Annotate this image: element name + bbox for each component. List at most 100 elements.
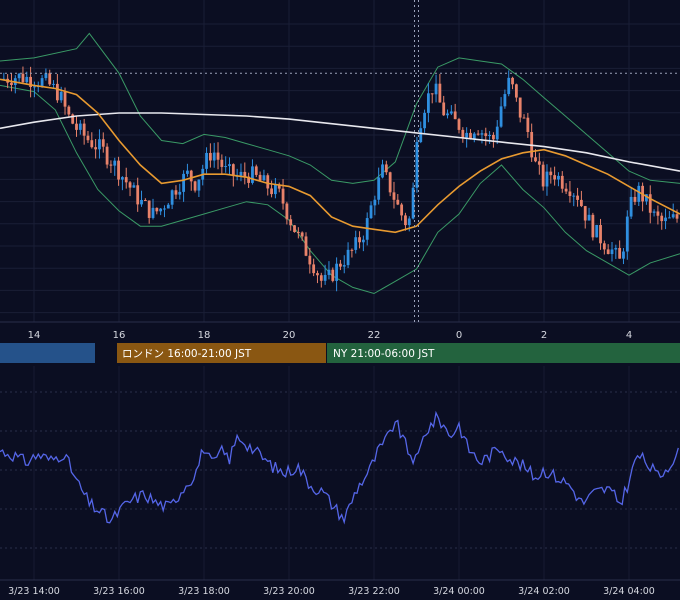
candle-body [128, 182, 132, 188]
oscillator-x-tick-label: 3/24 04:00 [603, 586, 655, 597]
candle-body [113, 160, 117, 166]
candle-body [622, 251, 625, 259]
oscillator-x-tick-label: 3/23 16:00 [93, 586, 145, 597]
candle-body [63, 91, 67, 107]
candle-body [243, 171, 247, 177]
candle-body [614, 247, 618, 250]
candle-body [262, 175, 266, 181]
candle-body [71, 114, 75, 124]
candle-body [270, 188, 273, 195]
candle-body [480, 133, 484, 135]
candle-body [541, 164, 545, 187]
candle-body [419, 128, 423, 143]
candle-body [388, 172, 392, 193]
candle-body [247, 176, 251, 183]
candlestick-series [2, 66, 679, 292]
candle-body [331, 269, 335, 281]
oscillator-x-axis: 3/23 14:00 3/23 16:00 3/23 18:00 3/23 20:00… [8, 586, 655, 597]
candle-body [411, 187, 415, 219]
candle-body [564, 188, 568, 192]
candle-body [277, 184, 281, 189]
price-x-tick-label: 20 [283, 330, 296, 341]
candle-body [449, 111, 453, 114]
candle-body [358, 237, 361, 243]
candle-body [159, 208, 163, 212]
candle-body [488, 134, 491, 137]
candle-body [174, 190, 178, 195]
candle-body [342, 265, 346, 267]
oscillator-x-tick-label: 3/23 20:00 [263, 586, 315, 597]
long-moving-average [0, 112, 680, 172]
candle-body [274, 184, 277, 195]
candle-body [587, 214, 591, 221]
candle-body [55, 83, 59, 101]
candle-body [526, 117, 530, 133]
candle-body [637, 185, 641, 202]
candle-body [285, 203, 289, 220]
oscillator-x-tick-label: 3/24 00:00 [433, 586, 485, 597]
candle-body [67, 106, 71, 115]
candle-body [323, 274, 327, 281]
candle-body [124, 177, 128, 183]
candle-body [381, 164, 384, 178]
candle-body [197, 179, 201, 191]
candle-body [503, 94, 507, 107]
candle-body [400, 204, 404, 216]
candle-body [48, 73, 52, 85]
candle-body [170, 190, 174, 205]
candle-body [660, 215, 664, 222]
candle-body [557, 175, 560, 180]
candle-body [216, 152, 220, 160]
candle-body [667, 217, 671, 219]
candle-body [254, 166, 258, 175]
candle-body [427, 93, 430, 113]
candle-body [251, 166, 254, 183]
candle-body [404, 215, 407, 226]
candle-body [319, 275, 323, 281]
candle-body [44, 73, 48, 79]
band-lower-line [0, 84, 680, 295]
candle-body [52, 83, 55, 85]
candle-body [553, 175, 557, 180]
candle-body [147, 200, 151, 218]
oscillator-x-tick-label: 3/24 02:00 [518, 586, 570, 597]
candle-body [193, 181, 197, 191]
candle-body [446, 113, 449, 116]
candle-body [599, 225, 602, 244]
candle-body [625, 216, 629, 252]
candle-body [228, 164, 231, 167]
candle-body [469, 132, 472, 139]
candle-body [136, 185, 140, 205]
candle-body [549, 171, 553, 176]
candle-body [511, 77, 514, 85]
candle-body [461, 129, 465, 138]
candle-body [86, 135, 90, 141]
candle-body [29, 76, 32, 87]
candle-body [121, 177, 124, 180]
candle-body [392, 192, 396, 200]
candle-body [645, 194, 648, 202]
candle-body [361, 239, 365, 243]
candle-body [465, 132, 469, 138]
candle-body [296, 232, 300, 234]
candle-body [220, 159, 224, 167]
price-x-axis: 14 16 18 20 22 0 2 4 [28, 330, 633, 341]
price-x-tick-label: 14 [28, 330, 41, 341]
candle-body [143, 200, 147, 202]
candle-body [583, 206, 587, 221]
price-x-tick-label: 18 [198, 330, 211, 341]
oscillator-line [0, 410, 679, 525]
candle-body [33, 86, 36, 88]
session-newyork [327, 343, 680, 363]
candle-body [595, 225, 599, 238]
candle-body [377, 177, 381, 200]
candle-body [300, 232, 304, 237]
candle-body [472, 133, 476, 139]
crosshair-lines [0, 0, 680, 322]
candle-body [648, 194, 652, 213]
candle-body [537, 161, 541, 165]
candle-body [339, 263, 342, 267]
candle-body [155, 207, 159, 212]
candle-body [231, 164, 235, 177]
